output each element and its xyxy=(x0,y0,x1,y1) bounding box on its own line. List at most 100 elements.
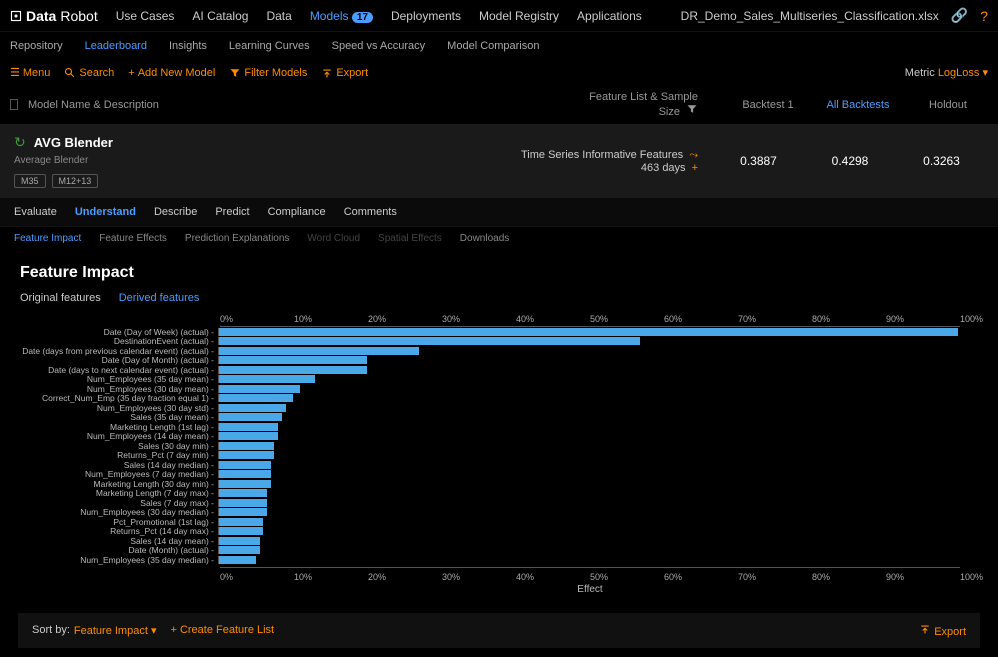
bar[interactable] xyxy=(219,451,274,459)
topnav-item-models[interactable]: Models 17 xyxy=(310,9,373,23)
bar-row: Marketing Length (1st lag) - xyxy=(20,422,978,432)
time-series-icon[interactable]: ⤳ xyxy=(689,149,698,162)
subtab-repository[interactable]: Repository xyxy=(10,40,63,52)
select-all-checkbox[interactable] xyxy=(10,99,18,110)
feat-tab-original-features[interactable]: Original features xyxy=(20,292,101,304)
topnav-item-applications[interactable]: Applications xyxy=(577,9,642,23)
sort-value[interactable]: Feature Impact ▾ xyxy=(74,624,157,637)
bar[interactable] xyxy=(219,508,267,516)
filter-icon xyxy=(229,67,241,79)
sub-model-tabs: Feature Impact Feature Effects Prediction … xyxy=(0,227,998,250)
bar[interactable] xyxy=(219,423,278,431)
col-holdout[interactable]: Holdout xyxy=(908,99,988,111)
brand-bold: Data xyxy=(26,8,56,24)
bar[interactable] xyxy=(219,489,267,497)
bar[interactable] xyxy=(219,432,278,440)
file-link[interactable]: DR_Demo_Sales_Multiseries_Classification… xyxy=(681,9,939,23)
bar[interactable] xyxy=(219,347,419,355)
bar-row: Sales (14 day median) - xyxy=(20,460,978,470)
bar-cell xyxy=(218,489,958,497)
model-tab-evaluate[interactable]: Evaluate xyxy=(14,206,57,218)
bar[interactable] xyxy=(219,404,286,412)
bar[interactable] xyxy=(219,328,958,336)
create-feature-list-button[interactable]: + Create Feature List xyxy=(170,624,274,636)
bar[interactable] xyxy=(219,442,274,450)
topnav-item-use-cases[interactable]: Use Cases xyxy=(116,9,175,23)
bar-row: Date (days from previous calendar event)… xyxy=(20,346,978,356)
bar-label: Sales (30 day min) - xyxy=(20,441,218,451)
bar-label: DestinationEvent (actual) - xyxy=(20,336,218,346)
col-feature-list[interactable]: Feature List & Sample Size xyxy=(568,91,728,118)
bar[interactable] xyxy=(219,537,260,545)
val-all-backtests: 0.4298 xyxy=(801,154,899,168)
bar[interactable] xyxy=(219,556,256,564)
filter-models-button[interactable]: Filter Models xyxy=(229,67,307,79)
bar[interactable] xyxy=(219,546,260,554)
blender-icon: ↻ xyxy=(14,134,26,151)
subtab-learning-curves[interactable]: Learning Curves xyxy=(229,40,310,52)
footer-export-button[interactable]: Export xyxy=(919,623,966,638)
sub-model-tab-feature-effects[interactable]: Feature Effects xyxy=(99,233,167,244)
help-icon[interactable]: ? xyxy=(980,8,988,24)
share-icon[interactable]: 🔗 xyxy=(951,7,968,24)
chart-wrap: 0%10%20%30%40%50%60%70%80%90%100% Date (… xyxy=(20,314,978,595)
bar-cell xyxy=(218,480,958,488)
topnav-item-deployments[interactable]: Deployments xyxy=(391,9,461,23)
bar-row: Correct_Num_Emp (35 day fraction equal 1… xyxy=(20,394,978,404)
bar[interactable] xyxy=(219,337,640,345)
bar-label: Marketing Length (1st lag) - xyxy=(20,422,218,432)
model-tab-comments[interactable]: Comments xyxy=(344,206,397,218)
topnav-item-model-registry[interactable]: Model Registry xyxy=(479,9,559,23)
col-all-backtests[interactable]: All Backtests xyxy=(808,99,908,111)
metric-selector[interactable]: Metric LogLoss ▾ xyxy=(905,66,988,79)
menu-button[interactable]: ☰ Menu xyxy=(10,66,50,79)
subtab-speed-vs-accuracy[interactable]: Speed vs Accuracy xyxy=(332,40,426,52)
model-tab-compliance[interactable]: Compliance xyxy=(268,206,326,218)
subtab-leaderboard[interactable]: Leaderboard xyxy=(85,40,147,52)
col-backtest1[interactable]: Backtest 1 xyxy=(728,99,808,111)
bar[interactable] xyxy=(219,470,271,478)
bar[interactable] xyxy=(219,385,300,393)
model-right: Time Series Informative Features⤳ 463 da… xyxy=(516,134,984,188)
bar[interactable] xyxy=(219,394,293,402)
model-card[interactable]: ↻ AVG Blender Average Blender M35M12+13 … xyxy=(0,124,998,198)
sub-model-tab-feature-impact[interactable]: Feature Impact xyxy=(14,233,81,244)
add-model-button[interactable]: + Add New Model xyxy=(128,67,215,79)
bar[interactable] xyxy=(219,366,367,374)
bar[interactable] xyxy=(219,480,271,488)
bar[interactable] xyxy=(219,461,271,469)
brand-logo[interactable]: DataRobot xyxy=(10,8,98,24)
topnav-item-data[interactable]: Data xyxy=(266,9,291,23)
bar-cell xyxy=(218,337,958,345)
sub-model-tab-downloads[interactable]: Downloads xyxy=(460,233,509,244)
subtab-insights[interactable]: Insights xyxy=(169,40,207,52)
model-tag: M12+13 xyxy=(52,174,99,188)
plus-icon[interactable]: + xyxy=(692,162,698,174)
bar[interactable] xyxy=(219,356,367,364)
bar-cell xyxy=(218,537,958,545)
filter-icon[interactable] xyxy=(686,106,698,118)
model-subtitle: Average Blender xyxy=(14,155,516,166)
sub-model-tab-spatial-effects[interactable]: Spatial Effects xyxy=(378,233,442,244)
bar[interactable] xyxy=(219,527,263,535)
search-button[interactable]: Search xyxy=(64,67,114,79)
model-tab-understand[interactable]: Understand xyxy=(75,206,136,218)
bar-cell xyxy=(218,347,958,355)
bar[interactable] xyxy=(219,499,267,507)
sub-model-tab-word-cloud[interactable]: Word Cloud xyxy=(307,233,360,244)
col-model-name[interactable]: Model Name & Description xyxy=(28,99,568,111)
topnav-item-ai-catalog[interactable]: AI Catalog xyxy=(192,9,248,23)
feat-tab-derived-features[interactable]: Derived features xyxy=(119,292,200,304)
sub-model-tab-prediction-explanations[interactable]: Prediction Explanations xyxy=(185,233,290,244)
bar-label: Num_Employees (30 day median) - xyxy=(20,507,218,517)
model-tab-predict[interactable]: Predict xyxy=(215,206,249,218)
export-button[interactable]: Export xyxy=(321,67,368,79)
bar-row: Marketing Length (7 day max) - xyxy=(20,489,978,499)
model-tab-describe[interactable]: Describe xyxy=(154,206,197,218)
bar[interactable] xyxy=(219,375,315,383)
bar-row: Date (days to next calendar event) (actu… xyxy=(20,365,978,375)
bar[interactable] xyxy=(219,518,263,526)
bar[interactable] xyxy=(219,413,282,421)
subtab-model-comparison[interactable]: Model Comparison xyxy=(447,40,539,52)
bar-label: Date (Day of Week) (actual) - xyxy=(20,327,218,337)
